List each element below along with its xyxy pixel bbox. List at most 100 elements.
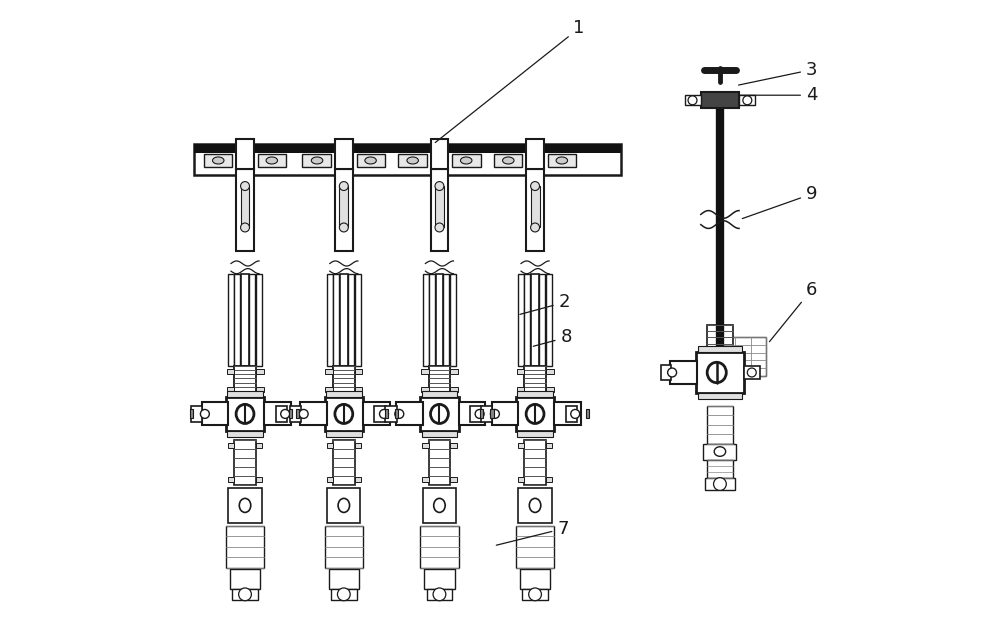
Bar: [325, 397, 363, 431]
Bar: [423, 488, 456, 523]
Bar: [450, 274, 456, 366]
Bar: [459, 403, 485, 426]
Circle shape: [200, 410, 209, 419]
Bar: [494, 154, 522, 167]
Bar: [326, 431, 362, 437]
Circle shape: [239, 588, 251, 601]
Bar: [429, 366, 450, 395]
Bar: [429, 274, 435, 366]
Bar: [450, 477, 457, 482]
Bar: [276, 406, 287, 422]
Bar: [435, 186, 444, 228]
Bar: [420, 526, 459, 568]
Bar: [480, 410, 483, 419]
Bar: [450, 387, 458, 392]
Bar: [300, 403, 327, 426]
Bar: [236, 139, 254, 168]
Ellipse shape: [338, 498, 350, 512]
Bar: [357, 154, 385, 167]
Bar: [226, 526, 264, 568]
Bar: [329, 570, 359, 588]
Bar: [492, 403, 518, 426]
Bar: [520, 570, 550, 588]
Bar: [516, 526, 554, 568]
Bar: [325, 387, 333, 392]
Bar: [526, 139, 544, 168]
Bar: [289, 410, 292, 419]
Bar: [191, 406, 202, 422]
Bar: [340, 274, 348, 366]
Bar: [517, 431, 553, 437]
Bar: [739, 95, 755, 105]
Bar: [424, 570, 455, 588]
Bar: [326, 391, 362, 397]
Text: 3: 3: [739, 60, 817, 85]
Circle shape: [668, 368, 677, 377]
Circle shape: [281, 410, 290, 419]
Bar: [355, 477, 361, 482]
Circle shape: [747, 368, 756, 377]
Circle shape: [688, 96, 697, 105]
Ellipse shape: [435, 223, 444, 232]
Text: 2: 2: [520, 293, 570, 314]
Bar: [526, 168, 544, 251]
Bar: [234, 366, 256, 395]
Text: 4: 4: [739, 86, 817, 104]
Bar: [331, 588, 357, 600]
Bar: [333, 440, 355, 485]
Bar: [566, 406, 577, 422]
Bar: [256, 368, 264, 374]
Bar: [490, 410, 494, 419]
Bar: [234, 274, 240, 366]
Bar: [546, 368, 554, 374]
Bar: [685, 95, 701, 105]
Bar: [707, 460, 733, 478]
Bar: [450, 368, 458, 374]
Bar: [258, 154, 286, 167]
Bar: [302, 154, 331, 167]
Bar: [190, 410, 193, 419]
Bar: [421, 368, 429, 374]
Bar: [228, 274, 234, 366]
Bar: [429, 440, 450, 485]
Bar: [230, 570, 260, 588]
Ellipse shape: [236, 404, 254, 424]
Text: 8: 8: [533, 329, 572, 347]
Bar: [204, 154, 232, 167]
Bar: [518, 442, 524, 448]
Bar: [554, 403, 581, 426]
Bar: [546, 477, 552, 482]
Bar: [427, 588, 452, 600]
Ellipse shape: [365, 157, 376, 164]
Circle shape: [714, 478, 726, 491]
Bar: [422, 442, 429, 448]
Bar: [227, 431, 263, 437]
Bar: [355, 274, 361, 366]
Bar: [339, 186, 348, 228]
Ellipse shape: [556, 157, 568, 164]
Bar: [327, 442, 333, 448]
Ellipse shape: [431, 404, 448, 424]
Bar: [363, 403, 390, 426]
Bar: [264, 403, 291, 426]
Bar: [398, 154, 427, 167]
Bar: [470, 406, 482, 422]
Bar: [522, 588, 548, 600]
Circle shape: [395, 410, 404, 419]
Circle shape: [529, 588, 541, 601]
Bar: [228, 477, 234, 482]
Bar: [327, 477, 333, 482]
Circle shape: [490, 410, 499, 419]
Bar: [524, 274, 530, 366]
Bar: [698, 346, 742, 352]
Ellipse shape: [434, 498, 445, 512]
Circle shape: [475, 410, 484, 419]
Bar: [296, 410, 299, 419]
Bar: [524, 440, 546, 485]
Circle shape: [299, 410, 308, 419]
Bar: [517, 368, 524, 374]
Bar: [431, 168, 448, 251]
Bar: [707, 406, 733, 444]
Ellipse shape: [335, 404, 353, 424]
Bar: [395, 410, 398, 419]
